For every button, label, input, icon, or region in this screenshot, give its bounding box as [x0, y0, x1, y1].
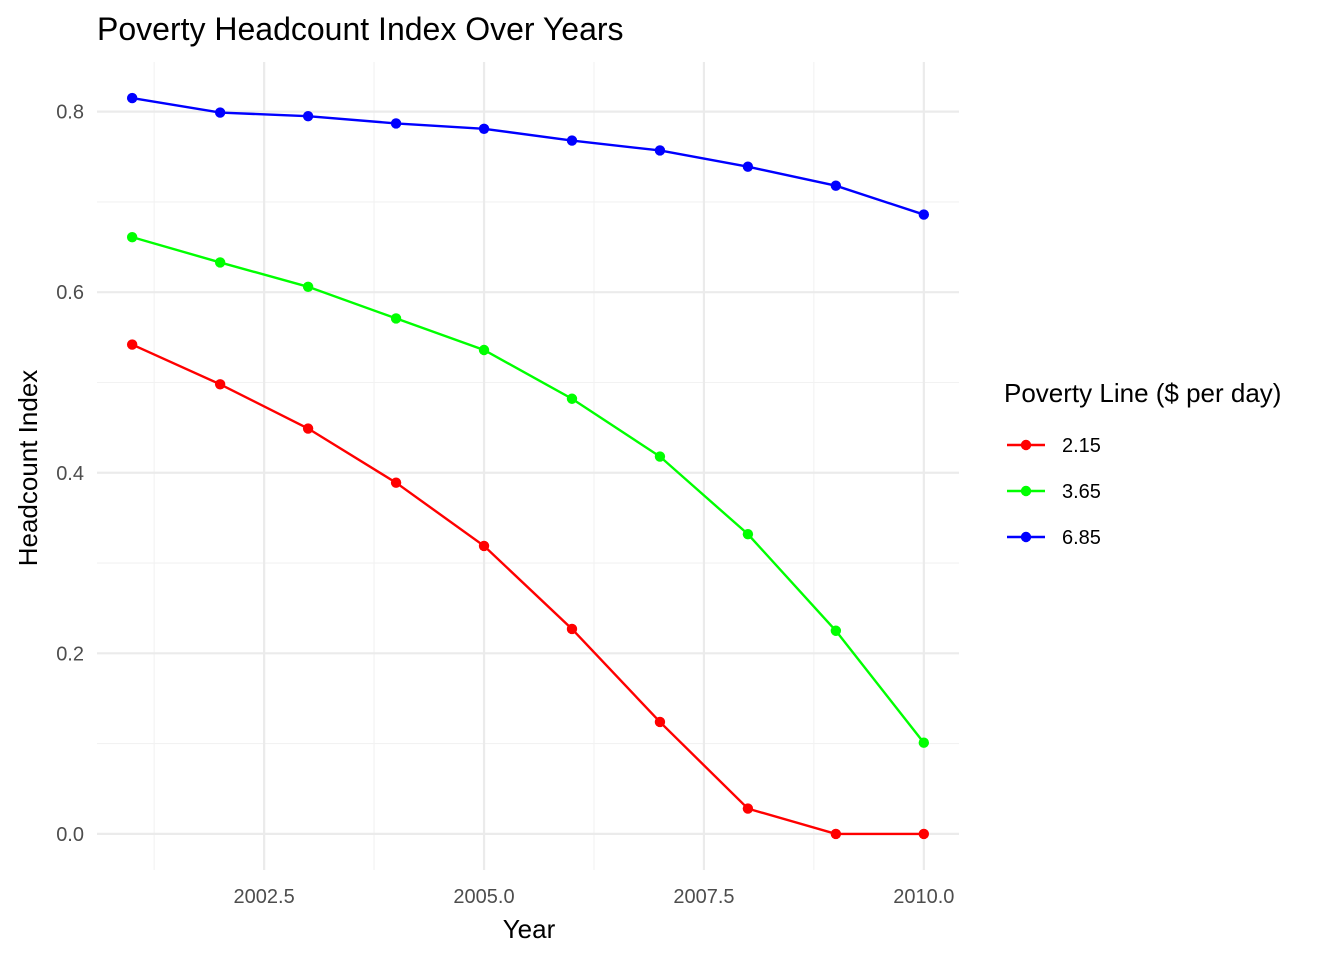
grid — [97, 62, 959, 870]
legend-key-point — [1020, 439, 1032, 451]
data-point — [302, 110, 314, 122]
y-tick-label: 0.6 — [56, 282, 84, 304]
legend-title: Poverty Line ($ per day) — [1004, 378, 1281, 408]
data-point — [390, 477, 402, 488]
data-point — [918, 828, 930, 840]
x-tick-label: 2010.0 — [893, 886, 954, 908]
x-tick-label: 2002.5 — [234, 886, 295, 908]
data-point — [214, 107, 226, 118]
legend-key-point — [1020, 485, 1032, 497]
data-point — [830, 625, 842, 636]
y-tick-label: 0.0 — [56, 824, 84, 846]
series-6.85 — [126, 92, 930, 220]
data-point — [126, 92, 138, 104]
legend-label: 3.65 — [1062, 481, 1101, 503]
x-tick-label: 2007.5 — [673, 886, 734, 908]
data-point — [566, 393, 578, 404]
data-point — [126, 339, 138, 350]
legend-key-point — [1020, 531, 1032, 543]
x-tick-label: 2005.0 — [453, 886, 514, 908]
data-point — [742, 528, 754, 540]
data-point — [390, 313, 402, 324]
x-axis-ticks: 2002.5 2005.0 2007.5 2010.0 — [234, 886, 955, 908]
data-point — [566, 623, 578, 635]
y-tick-label: 0.8 — [56, 102, 84, 124]
series-line — [131, 343, 924, 836]
series-layer — [126, 92, 930, 840]
data-point — [654, 145, 666, 156]
series-line — [131, 235, 925, 744]
data-point — [478, 344, 490, 356]
y-axis-title: Headcount Index — [13, 370, 43, 567]
data-point — [302, 281, 314, 292]
data-point — [126, 231, 138, 243]
data-point — [918, 737, 930, 748]
data-point — [390, 118, 402, 129]
chart-title: Poverty Headcount Index Over Years — [97, 11, 624, 47]
y-axis-ticks: 0.0 0.2 0.4 0.6 0.8 — [56, 102, 84, 846]
legend-label: 6.85 — [1062, 527, 1101, 549]
data-point — [830, 828, 842, 840]
data-point — [918, 209, 930, 220]
legend-item: 3.65 — [1007, 481, 1101, 503]
y-tick-label: 0.4 — [56, 463, 84, 485]
data-point — [302, 423, 314, 434]
data-point — [830, 180, 842, 191]
legend-item: 2.15 — [1007, 435, 1101, 457]
data-point — [742, 161, 754, 172]
data-point — [566, 135, 578, 146]
legend-label: 2.15 — [1062, 435, 1101, 457]
data-point — [742, 803, 754, 814]
data-point — [214, 379, 226, 390]
data-point — [654, 716, 666, 728]
legend: Poverty Line ($ per day) 2.15 3.65 6.85 — [1004, 378, 1281, 549]
series-line — [131, 96, 925, 216]
x-axis-title: Year — [503, 914, 556, 944]
data-point — [654, 451, 666, 462]
series-2.15 — [126, 339, 930, 840]
y-tick-label: 0.2 — [56, 643, 84, 665]
data-point — [214, 257, 226, 268]
data-point — [478, 123, 490, 135]
legend-item: 6.85 — [1007, 527, 1101, 549]
series-3.65 — [126, 231, 930, 748]
data-point — [478, 540, 490, 552]
